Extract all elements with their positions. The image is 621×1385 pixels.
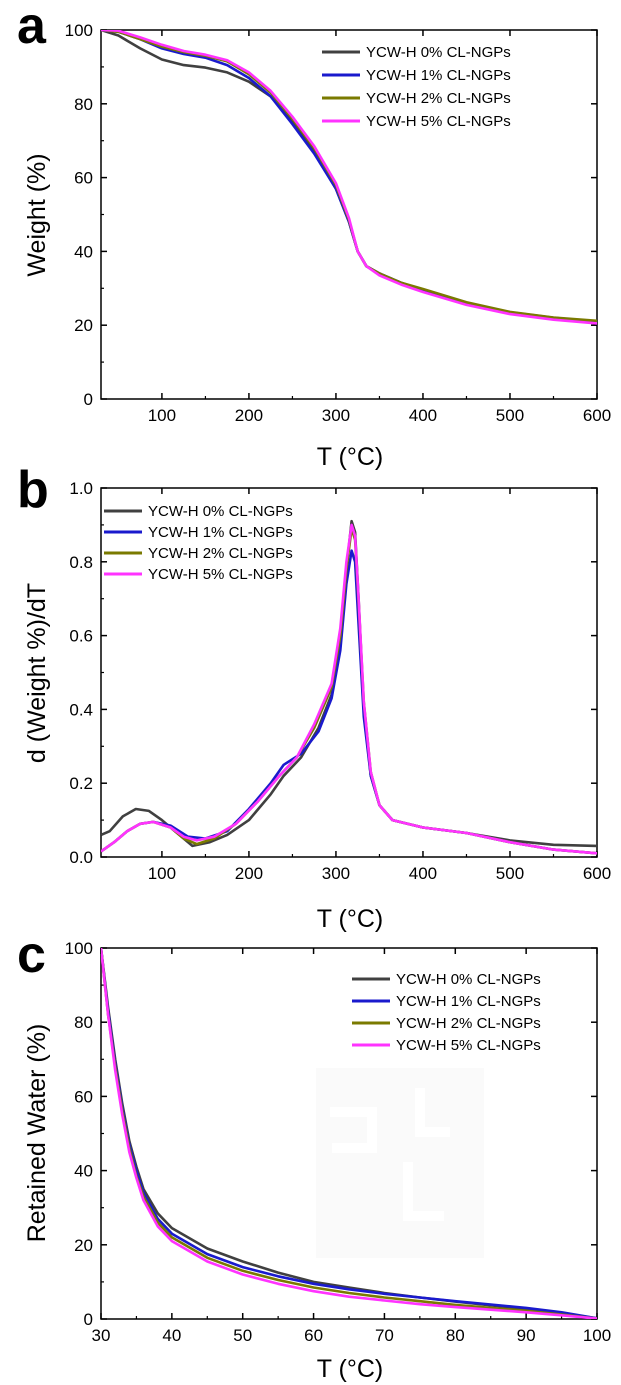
x-tick-label: 40 — [162, 1326, 181, 1345]
y-tick-label: 0.0 — [69, 848, 93, 867]
panel-letter-a: a — [17, 0, 47, 55]
legend-label: YCW-H 1% CL-NGPs — [366, 67, 511, 84]
ticks-a: 100 200 300 400 500 600 0 20 40 60 80 100 — [65, 21, 612, 425]
x-tick-label: 70 — [375, 1326, 394, 1345]
legend-label: YCW-H 0% CL-NGPs — [148, 503, 293, 520]
y-tick-label: 60 — [74, 1087, 93, 1106]
legend-b: YCW-H 0% CL-NGPs YCW-H 1% CL-NGPs YCW-H 2%… — [104, 503, 293, 583]
x-tick-label: 400 — [409, 406, 437, 425]
legend-label: YCW-H 2% CL-NGPs — [396, 1015, 541, 1032]
y-tick-label: 80 — [74, 1013, 93, 1032]
x-axis-title-a: T (°C) — [317, 443, 383, 471]
x-tick-label: 600 — [583, 406, 611, 425]
y-tick-label: 0 — [84, 390, 93, 409]
x-tick-label: 50 — [233, 1326, 252, 1345]
x-axis-title-b: T (°C) — [317, 905, 383, 933]
x-tick-label: 200 — [235, 406, 263, 425]
y-tick-label: 80 — [74, 95, 93, 114]
legend-c: YCW-H 0% CL-NGPs YCW-H 1% CL-NGPs YCW-H 2%… — [352, 971, 541, 1054]
legend-label: YCW-H 1% CL-NGPs — [396, 993, 541, 1010]
x-tick-label: 100 — [583, 1326, 611, 1345]
series-b — [101, 519, 597, 855]
y-axis-title-c: Retained Water (%) — [23, 1024, 51, 1243]
y-tick-label: 20 — [74, 316, 93, 335]
y-tick-label: 40 — [74, 242, 93, 261]
x-tick-label: 60 — [304, 1326, 323, 1345]
x-axis-title-c: T (°C) — [317, 1355, 383, 1383]
x-tick-label: 200 — [235, 864, 263, 883]
x-tick-label: 400 — [409, 864, 437, 883]
y-tick-label: 0.4 — [69, 700, 93, 719]
y-tick-label: 100 — [65, 21, 93, 40]
y-tick-label: 0.6 — [69, 627, 93, 646]
legend-label: YCW-H 0% CL-NGPs — [396, 971, 541, 988]
panel-letter-c: c — [17, 926, 46, 984]
legend-label: YCW-H 0% CL-NGPs — [366, 44, 511, 61]
x-tick-label: 30 — [92, 1326, 111, 1345]
ticks-b: 100 200 300 400 500 600 0.0 0.2 0.4 0.6 0.8 1.0 — [69, 479, 611, 883]
legend-label: YCW-H 5% CL-NGPs — [366, 113, 511, 130]
panel-b: b 100 200 300 400 500 600 0.0 0.2 0.4 0.6 0.8 1.0 Y… — [17, 461, 611, 933]
ticks-c: 30 40 50 60 70 80 90 100 0 20 40 60 80 100 — [65, 939, 612, 1345]
x-tick-label: 80 — [446, 1326, 465, 1345]
x-tick-label: 300 — [322, 864, 350, 883]
legend-label: YCW-H 2% CL-NGPs — [148, 545, 293, 562]
legend-label: YCW-H 5% CL-NGPs — [396, 1037, 541, 1054]
y-tick-label: 100 — [65, 939, 93, 958]
series-line-4 — [101, 523, 597, 855]
legend-label: YCW-H 5% CL-NGPs — [148, 566, 293, 583]
x-tick-label: 100 — [148, 406, 176, 425]
y-axis-title-a: Weight (%) — [23, 153, 51, 276]
legend-label: YCW-H 1% CL-NGPs — [148, 524, 293, 541]
panel-a: a 100 200 300 400 500 600 0 20 40 60 80 100 YCW-H 0… — [17, 0, 611, 471]
legend-label: YCW-H 2% CL-NGPs — [366, 90, 511, 107]
y-tick-label: 60 — [74, 169, 93, 188]
series-line-4 — [101, 948, 597, 1319]
x-tick-label: 100 — [148, 864, 176, 883]
x-tick-label: 500 — [496, 406, 524, 425]
watermark — [316, 1068, 484, 1258]
x-tick-label: 300 — [322, 406, 350, 425]
y-tick-label: 0 — [84, 1310, 93, 1329]
y-axis-title-b: d (Weight %)/dT — [23, 583, 51, 763]
y-tick-label: 40 — [74, 1162, 93, 1181]
x-tick-label: 600 — [583, 864, 611, 883]
y-tick-label: 20 — [74, 1236, 93, 1255]
legend-a: YCW-H 0% CL-NGPs YCW-H 1% CL-NGPs YCW-H 2%… — [322, 44, 511, 130]
series-c — [101, 948, 597, 1319]
x-tick-label: 90 — [517, 1326, 536, 1345]
panel-letter-b: b — [17, 461, 49, 519]
series-line-4 — [101, 30, 597, 325]
series-a — [101, 30, 597, 325]
y-tick-label: 0.2 — [69, 774, 93, 793]
y-tick-label: 1.0 — [69, 479, 93, 498]
y-tick-label: 0.8 — [69, 553, 93, 572]
x-tick-label: 500 — [496, 864, 524, 883]
panel-c: c 30 40 50 60 70 80 90 100 0 20 40 60 80 100 YCW-H 0%… — [17, 926, 611, 1383]
